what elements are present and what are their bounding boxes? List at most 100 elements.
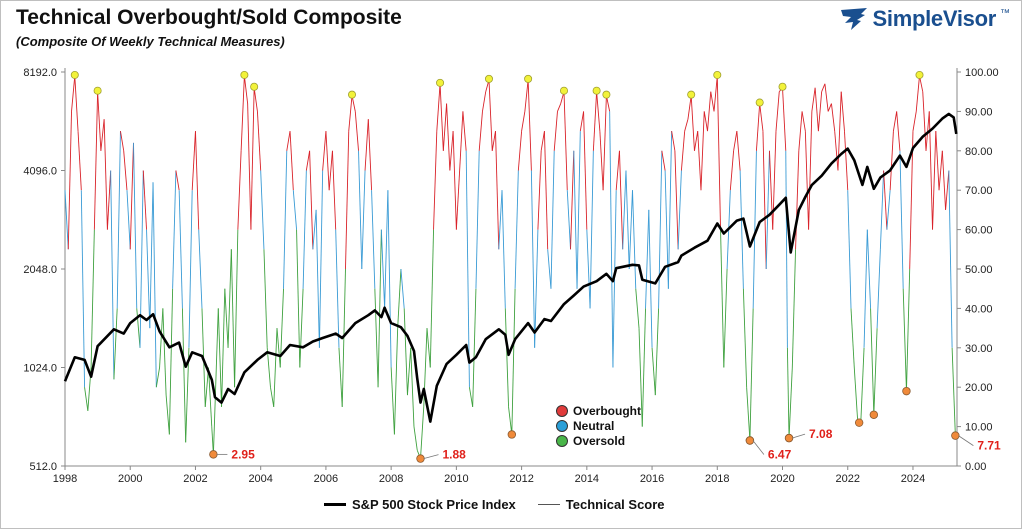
brand-logo[interactable]: SimpleVisor ™ bbox=[839, 6, 1010, 32]
technical-score-segment bbox=[188, 190, 193, 348]
technical-score-segment bbox=[77, 131, 82, 191]
technical-score-segment bbox=[573, 150, 578, 289]
technical-score-segment bbox=[733, 131, 738, 151]
technical-score-segment bbox=[338, 347, 343, 407]
technical-score-segment bbox=[498, 190, 503, 250]
x-tick-label: 1998 bbox=[53, 473, 77, 485]
technical-score-segment bbox=[769, 150, 774, 230]
technical-score-segment bbox=[93, 91, 99, 230]
sp500-line bbox=[63, 112, 958, 423]
technical-score-segment bbox=[824, 83, 829, 112]
overbought-marker bbox=[436, 78, 445, 87]
overbought-marker bbox=[755, 98, 764, 107]
technical-score-segment bbox=[208, 367, 213, 427]
technical-score-segment bbox=[628, 190, 633, 270]
technical-score-segment bbox=[155, 367, 161, 388]
technical-score-segment bbox=[935, 131, 940, 191]
technical-score-segment bbox=[713, 75, 718, 112]
technical-score-segment bbox=[195, 131, 200, 230]
overbought-marker bbox=[713, 70, 722, 79]
technical-score-segment bbox=[322, 131, 327, 171]
score-line-swatch bbox=[537, 504, 560, 505]
technical-score-segment bbox=[517, 131, 523, 171]
technical-score-segment bbox=[436, 83, 441, 132]
technical-score-segment bbox=[100, 119, 105, 151]
technical-score-segment bbox=[234, 229, 239, 388]
technical-score-segment bbox=[270, 387, 275, 407]
technical-score-segment bbox=[635, 288, 640, 329]
technical-score-segment bbox=[146, 229, 151, 329]
oversold-marker bbox=[854, 418, 864, 427]
technical-score-segment bbox=[482, 91, 487, 112]
technical-score-segment bbox=[178, 190, 183, 309]
technical-score-segment bbox=[932, 131, 937, 230]
technical-score-segment bbox=[902, 288, 907, 392]
sp500-line-swatch bbox=[324, 503, 346, 506]
technical-score-segment bbox=[664, 170, 669, 289]
technical-score-segment bbox=[680, 131, 686, 171]
technical-score-segment bbox=[286, 131, 291, 151]
technical-score-segment bbox=[905, 268, 911, 392]
oversold-marker bbox=[507, 430, 517, 439]
overbought-marker bbox=[559, 86, 568, 95]
technical-score-segment bbox=[837, 91, 842, 171]
technical-score-segment bbox=[312, 209, 317, 250]
technical-score-segment bbox=[149, 182, 154, 329]
annotation-marker bbox=[745, 436, 755, 445]
technical-score-segment bbox=[103, 119, 108, 230]
technical-score-segment bbox=[821, 83, 826, 92]
x-tick-label: 2016 bbox=[640, 473, 664, 485]
technical-score-segment bbox=[596, 91, 601, 132]
technical-score-segment bbox=[830, 103, 836, 132]
legend-item-technical-score: Technical Score bbox=[537, 497, 665, 512]
overbought-marker bbox=[778, 82, 787, 91]
technical-score-segment bbox=[335, 229, 340, 348]
legend-item-neutral: Neutral bbox=[556, 418, 641, 433]
series-legend: S&P 500 Stock Price Index Technical Scor… bbox=[324, 497, 665, 512]
technical-score-segment bbox=[788, 367, 793, 439]
technical-score-segment bbox=[442, 103, 448, 151]
technical-score-segment bbox=[661, 150, 666, 171]
technical-score-segment bbox=[452, 131, 457, 230]
right-tick-label: 100.00 bbox=[965, 67, 999, 79]
technical-score-segment bbox=[583, 111, 588, 230]
technical-score-segment bbox=[165, 395, 170, 435]
technical-score-segment bbox=[152, 182, 157, 388]
technical-score-segment bbox=[772, 131, 777, 230]
technical-score-segment bbox=[870, 308, 875, 415]
technical-score-segment bbox=[247, 103, 252, 230]
technical-score-segment bbox=[899, 150, 904, 289]
overbought-marker bbox=[524, 74, 533, 83]
technical-score-segment bbox=[863, 229, 868, 348]
left-tick-label: 512.0 bbox=[29, 461, 57, 473]
technical-score-segment bbox=[129, 142, 134, 250]
annotation-label: 1.88 bbox=[442, 448, 466, 462]
technical-score-segment bbox=[876, 249, 881, 329]
technical-score-segment bbox=[315, 209, 320, 348]
technical-score-segment bbox=[361, 170, 366, 270]
technical-score-segment bbox=[136, 308, 141, 348]
x-tick-label: 2004 bbox=[248, 473, 272, 485]
left-tick-label: 1024.0 bbox=[23, 363, 57, 375]
technical-score-segment bbox=[289, 131, 294, 191]
right-tick-label: 50.00 bbox=[965, 264, 993, 276]
technical-score-segment bbox=[123, 150, 128, 191]
technical-score-segment bbox=[433, 131, 438, 230]
technical-score-segment bbox=[348, 95, 353, 132]
overbought-marker bbox=[348, 90, 357, 99]
annotation-marker bbox=[951, 431, 960, 440]
technical-score-segment bbox=[912, 111, 917, 132]
technical-score-segment bbox=[393, 328, 399, 435]
technical-score-segment bbox=[276, 328, 281, 368]
technical-score-segment bbox=[263, 249, 268, 348]
overbought-marker bbox=[93, 86, 102, 95]
technical-score-segment bbox=[723, 268, 728, 368]
technical-score-segment bbox=[465, 150, 470, 388]
technical-score-segment bbox=[739, 170, 744, 289]
technical-score-segment bbox=[840, 91, 845, 132]
technical-score-segment bbox=[318, 170, 324, 348]
technical-score-segment bbox=[403, 308, 408, 396]
brand-name: SimpleVisor bbox=[872, 6, 997, 31]
overbought-marker bbox=[240, 70, 249, 79]
technical-score-segment bbox=[762, 131, 767, 270]
